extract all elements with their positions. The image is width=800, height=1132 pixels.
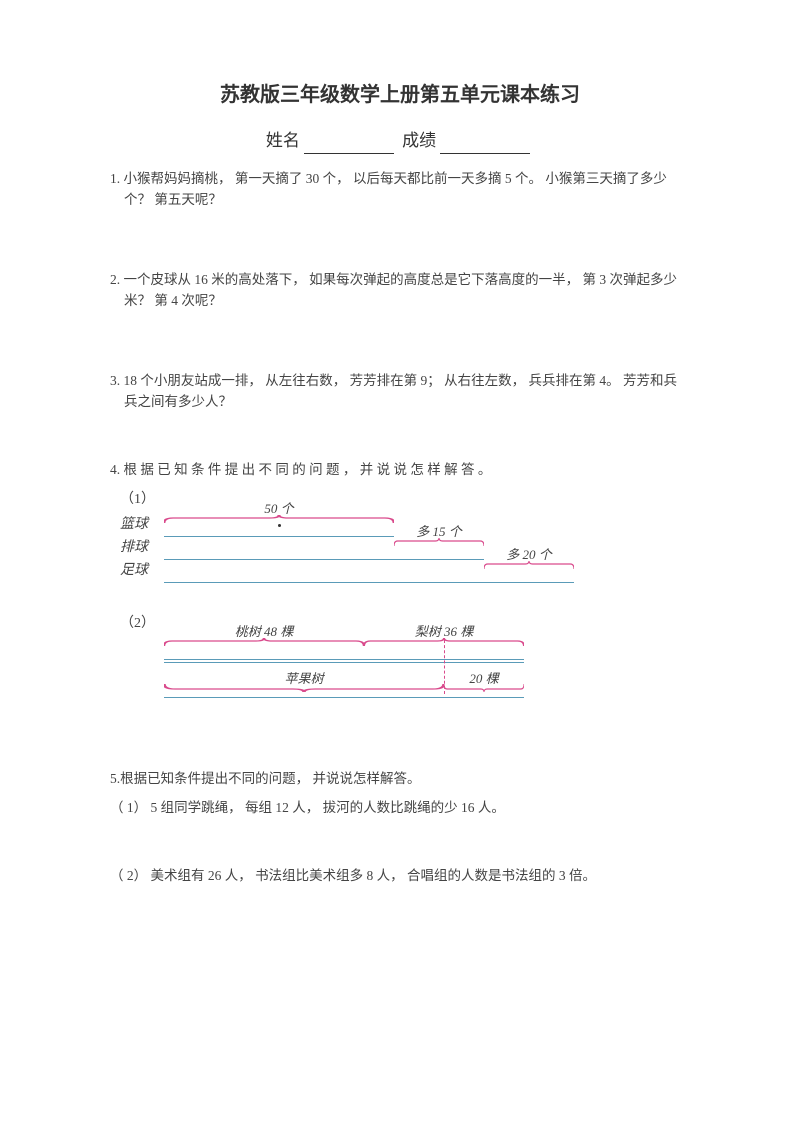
question-5-2: （ 2） 美术组有 26 人， 书法组比美术组多 8 人， 合唱组的人数是书法组…	[110, 865, 690, 887]
name-blank[interactable]	[304, 137, 394, 154]
score-label: 成绩	[402, 131, 436, 150]
diagram-4-1-label: （1）	[120, 489, 690, 510]
name-score-line: 姓名 成绩	[110, 128, 690, 154]
question-5-1: （ 1） 5 组同学跳绳， 每组 12 人， 拔河的人数比跳绳的少 16 人。	[110, 797, 690, 819]
dot-marker	[278, 524, 281, 527]
question-4: 4. 根 据 已 知 条 件 提 出 不 同 的 问 题 ， 并 说 说 怎 样…	[110, 459, 690, 481]
bar-label-basketball: 篮球	[120, 514, 164, 537]
question-1: 1. 小猴帮妈妈摘桃， 第一天摘了 30 个， 以后每天都比前一天多摘 5 个。…	[110, 168, 690, 211]
question-2: 2. 一个皮球从 16 米的高处落下， 如果每次弹起的高度总是它下落高度的一半，…	[110, 269, 690, 312]
bar-label-football: 足球	[120, 560, 164, 583]
bar-label-volleyball: 排球	[120, 537, 164, 560]
page-title: 苏教版三年级数学上册第五单元课本练习	[110, 80, 690, 110]
score-blank[interactable]	[440, 137, 530, 154]
question-5: 5.根据已知条件提出不同的问题， 并说说怎样解答。	[110, 768, 690, 790]
diagram-4-1: （1） 篮球 50 个 排球 多 15 个	[110, 489, 690, 698]
diagram-4-2-label: （2）	[120, 613, 690, 634]
question-3: 3. 18 个小朋友站成一排， 从左往右数， 芳芳排在第 9； 从右往左数， 兵…	[110, 370, 690, 413]
name-label: 姓名	[266, 131, 300, 150]
